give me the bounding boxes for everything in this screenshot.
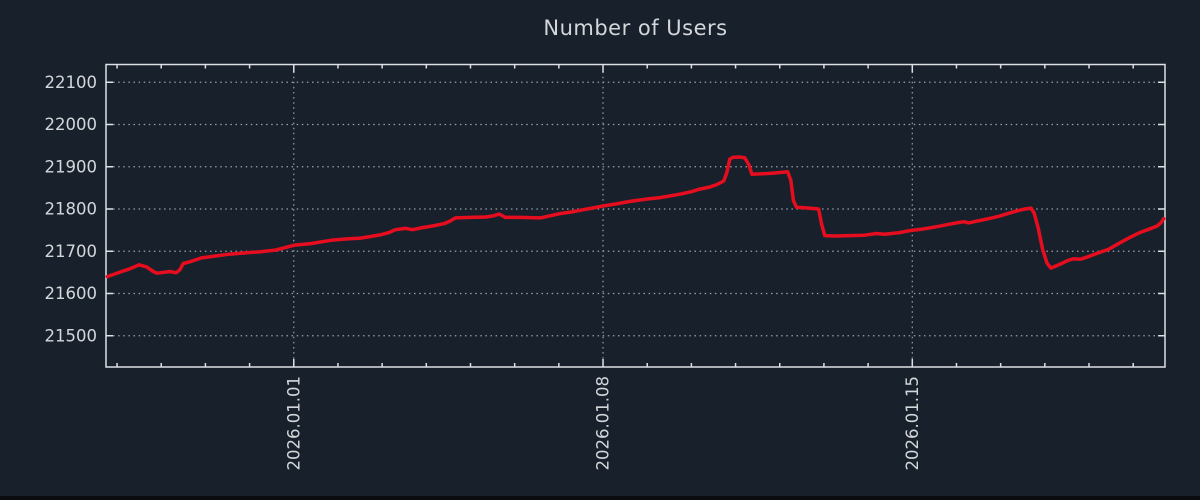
- svg-text:21500: 21500: [45, 326, 98, 345]
- bottom-border-bar: [0, 496, 1200, 500]
- svg-text:2026.01.01: 2026.01.01: [284, 376, 303, 470]
- svg-text:21700: 21700: [45, 242, 98, 261]
- plot-frame: [105, 63, 1166, 368]
- svg-text:21900: 21900: [45, 157, 98, 176]
- svg-text:22000: 22000: [45, 115, 98, 134]
- svg-text:2026.01.15: 2026.01.15: [903, 376, 922, 470]
- svg-text:21600: 21600: [45, 284, 98, 303]
- svg-text:21800: 21800: [45, 200, 98, 219]
- chart-title: Number of Users: [543, 16, 728, 40]
- svg-text:2026.01.08: 2026.01.08: [594, 376, 613, 470]
- grid-lines: [108, 66, 1163, 365]
- svg-text:22100: 22100: [45, 73, 98, 92]
- y-tick-labels: 21500 21600 21700 21800 21900 22000 22100: [45, 73, 98, 345]
- x-tick-labels: 2026.01.01 2026.01.08 2026.01.15: [284, 376, 922, 470]
- series-line-users: [105, 155, 1166, 279]
